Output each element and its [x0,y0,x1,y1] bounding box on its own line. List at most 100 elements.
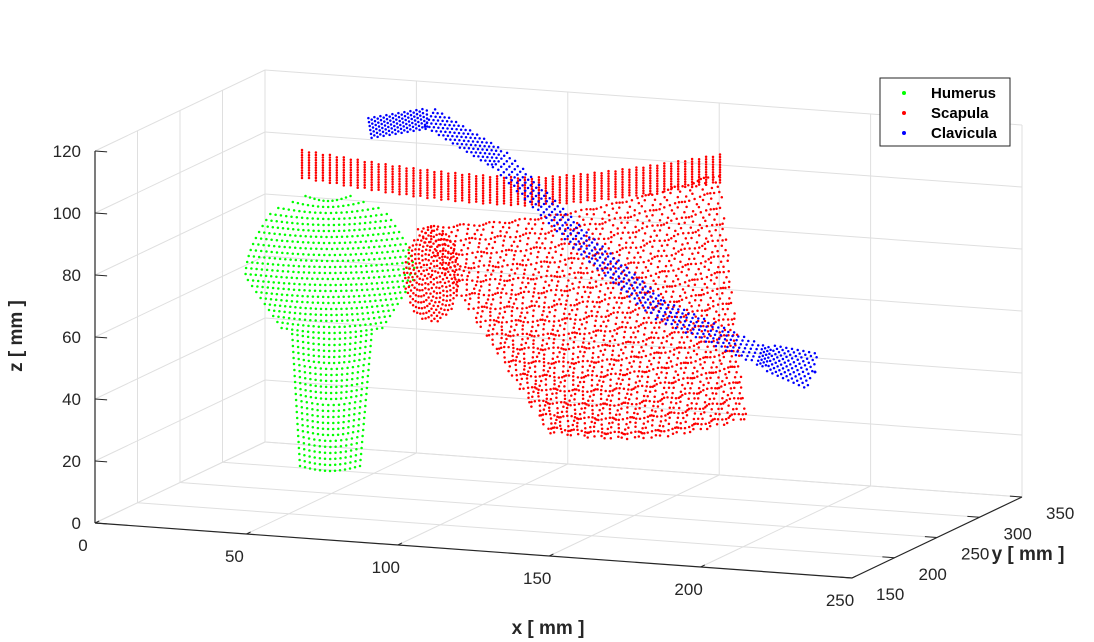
data-point [563,229,567,233]
data-point [300,164,304,167]
data-point [688,301,691,305]
data-point [605,252,609,255]
data-point [402,267,405,271]
data-point [502,181,506,185]
data-point [548,413,552,416]
data-point [377,170,380,174]
data-point [466,247,470,250]
data-point [256,279,260,283]
data-point [328,161,332,164]
data-point [385,132,388,135]
data-point [482,228,485,231]
data-point [516,267,519,270]
data-point [322,343,326,347]
data-point [674,370,677,373]
data-point [295,410,299,414]
data-point [507,360,511,364]
data-point [516,224,520,227]
data-point [601,222,604,225]
data-point [364,398,368,402]
data-point [509,175,513,179]
data-point [447,244,450,248]
data-point [553,414,556,417]
data-point [494,265,497,269]
data-point [495,190,499,193]
data-point [488,191,492,194]
data-point [656,189,659,193]
data-point [553,314,556,318]
data-point [620,296,624,300]
data-point [683,183,687,186]
data-point [649,166,652,170]
data-point [481,202,485,205]
data-point [595,418,598,421]
data-point [550,224,553,228]
data-point [426,191,429,195]
data-point [665,285,669,288]
data-point [450,127,454,131]
data-point [641,304,644,307]
data-point [290,332,294,336]
data-point [499,150,503,153]
data-point [309,235,313,238]
data-point [380,213,383,216]
data-point [433,183,436,187]
data-point [382,134,385,138]
data-point [348,354,351,357]
data-point [699,363,702,366]
data-point [606,309,609,313]
data-point [273,232,276,235]
data-point [596,383,599,386]
data-point [644,301,647,304]
data-point [321,427,325,430]
data-point [300,411,304,415]
data-point [679,400,682,404]
data-point [534,375,537,379]
data-point [555,418,558,422]
data-point [351,371,354,375]
data-point [615,332,619,335]
data-point [654,305,658,308]
data-point [420,283,424,286]
data-point [529,263,533,266]
data-point [678,190,682,193]
data-point [704,260,707,263]
data-point [344,462,347,465]
data-point [730,318,734,321]
data-point [421,107,424,111]
data-point [356,176,359,179]
data-point [733,317,736,321]
data-point [660,409,664,412]
data-point [612,265,615,268]
data-point [610,358,613,361]
data-point [360,282,363,286]
data-point [670,411,673,414]
data-point [298,363,301,367]
data-point [475,280,479,283]
data-point [488,178,492,181]
data-point [523,189,527,193]
data-point [605,403,609,406]
data-point [586,198,589,202]
data-point [628,295,631,298]
data-point [367,246,371,249]
data-point [295,300,299,303]
data-point [681,288,685,291]
data-point [457,278,461,282]
data-point [326,199,330,203]
data-point [769,368,772,371]
data-point [647,259,650,262]
data-point [503,310,507,314]
data-point [299,393,303,397]
data-point [530,405,533,408]
data-point [644,343,648,346]
data-point [501,316,505,319]
data-point [583,416,586,420]
data-point [621,247,624,250]
data-point [544,176,548,180]
data-point [280,298,283,302]
data-point [404,255,407,258]
data-point [433,175,436,179]
data-point [411,264,414,267]
data-point [521,175,525,179]
